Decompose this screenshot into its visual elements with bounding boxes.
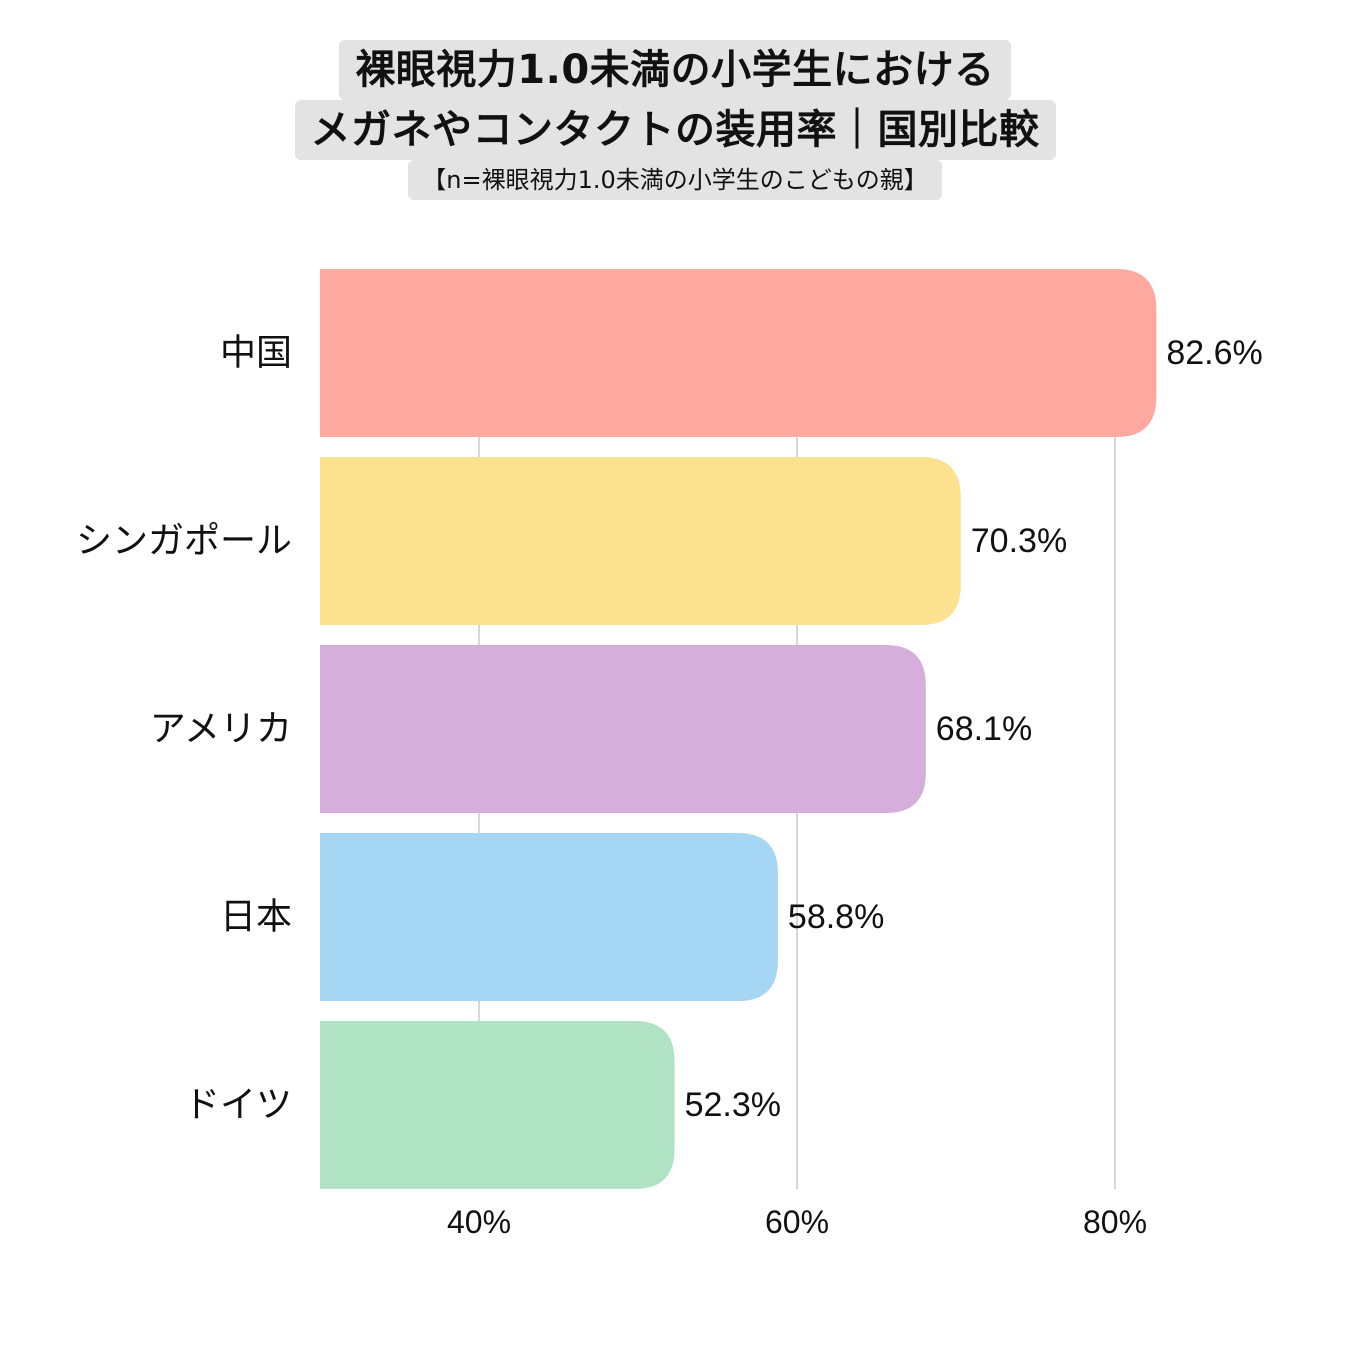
category-label: 中国 bbox=[220, 333, 292, 374]
bar bbox=[320, 1021, 675, 1189]
category-label: シンガポール bbox=[76, 521, 292, 562]
data-label: 68.1% bbox=[936, 710, 1032, 748]
category-label: アメリカ bbox=[150, 709, 292, 750]
data-label: 52.3% bbox=[685, 1086, 781, 1124]
x-tick-label: 80% bbox=[1083, 1204, 1147, 1240]
bar bbox=[320, 645, 926, 813]
chart-subtitle: 【n=裸眼視力1.0未満の小学生のこどもの親】 bbox=[408, 160, 942, 200]
data-label: 82.6% bbox=[1166, 334, 1262, 372]
chart-title-block: 裸眼視力1.0未満の小学生における メガネやコンタクトの装用率｜国別比較 【n=… bbox=[0, 40, 1350, 200]
bar bbox=[320, 269, 1157, 437]
bar bbox=[320, 457, 961, 625]
chart-title-line-2: メガネやコンタクトの装用率｜国別比較 bbox=[294, 100, 1056, 160]
category-label: ドイツ bbox=[184, 1085, 292, 1126]
x-tick-label: 60% bbox=[765, 1204, 829, 1240]
chart-title-line-1: 裸眼視力1.0未満の小学生における bbox=[339, 40, 1011, 100]
category-label: 日本 bbox=[220, 897, 292, 938]
bar bbox=[320, 833, 778, 1001]
data-label: 70.3% bbox=[971, 522, 1067, 560]
x-tick-label: 40% bbox=[447, 1204, 511, 1240]
data-label: 58.8% bbox=[788, 898, 884, 936]
